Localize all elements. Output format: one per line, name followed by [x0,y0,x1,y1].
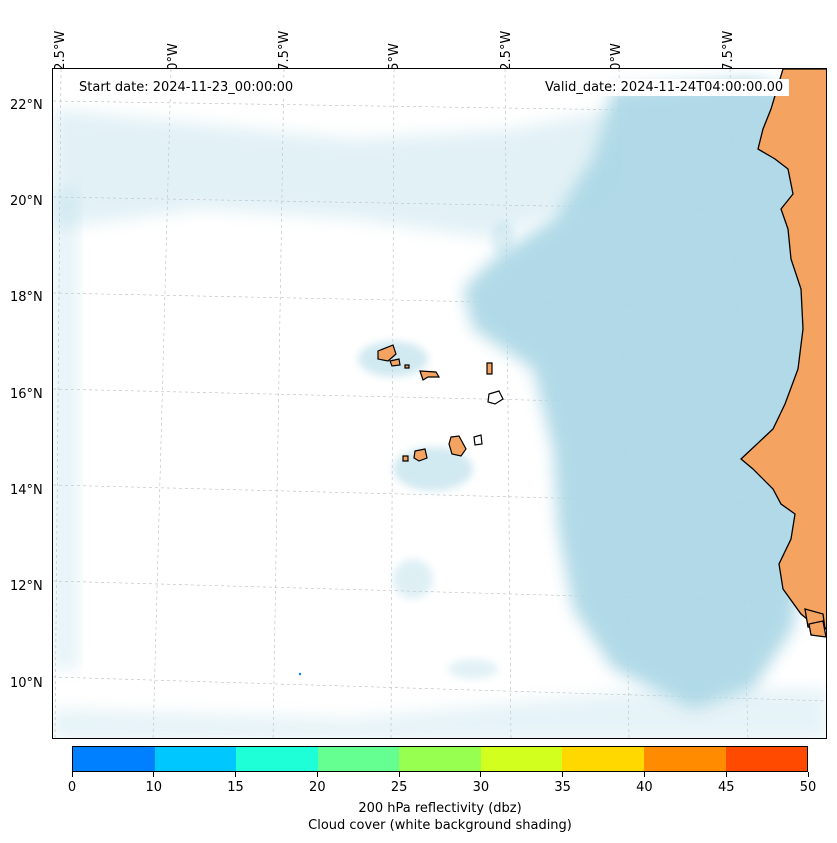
cloud-patch-center [393,559,433,599]
colorbar-segment-15-20 [236,747,318,771]
colorbar-tick [562,772,564,777]
lat-label-16n: 16°N [10,387,43,402]
cloud-west-edge [53,189,78,669]
colorbar-tick-label: 20 [309,780,326,795]
grid-lon-27-5w [272,69,285,738]
lat-label-10n: 10°N [10,676,43,691]
colorbar-tick [725,772,727,777]
grid-lon-30w [152,69,172,738]
island-sal [486,362,493,375]
colorbar-segment-40-45 [643,747,726,771]
colorbar-tick [480,772,482,777]
lat-label-12n: 12°N [10,579,43,594]
colorbar-label: 200 hPa reflectivity (dbz) [358,801,522,816]
colorbar-segment-45-50 [725,747,808,771]
cloud-patch-islands-ne [358,341,428,377]
island-maio-outline [473,434,483,446]
grid-lon-25w [390,69,395,738]
colorbar-tick-label: 25 [390,780,408,795]
grid-lon-22-5w [504,69,512,738]
reflectivity-echo [298,672,302,676]
cloud-mass-east [463,79,823,709]
cloud-band-south [53,689,826,738]
colorbar-segment-25-30 [399,747,481,771]
colorbar-tick [807,772,809,777]
colorbar-tick-label: 30 [472,780,490,795]
island-boa-vista-outline [487,390,504,405]
colorbar-tick [71,772,73,777]
colorbar-tick [235,772,237,777]
land-africa [740,69,826,638]
colorbar-tick [153,772,155,777]
colorbar-segment-10-15 [154,747,237,771]
map-frame: Start date: 2024-11-23_00:00:00 Valid_da… [52,68,827,739]
island-santiago [448,435,467,457]
colorbar-tick-label: 15 [227,780,244,795]
lat-label-18n: 18°N [10,290,43,305]
colorbar-tick-label: 50 [799,780,817,795]
island-santa-luzia [404,364,410,369]
bijagos-islands [808,620,826,638]
colorbar-tick-label: 40 [636,780,653,795]
colorbar-tick [316,772,318,777]
island-sao-vicente [389,358,401,367]
colorbar-segment-0-10 [73,747,155,771]
island-fogo [413,448,428,462]
colorbar-segment-30-35 [480,747,563,771]
island-brava [402,455,409,462]
lat-label-22n: 22°N [10,98,43,113]
valid-date-label: Valid_date: 2024-11-24T04:00:00.00 [539,79,790,96]
map-canvas [53,69,826,738]
colorbar-tick [398,772,400,777]
cape-verde-islands [377,344,504,462]
cloud-patch-south [448,659,498,679]
colorbar-tick-label: 10 [145,780,163,795]
cloud-patch-islands-sw [393,447,473,491]
cloud-cover-shading [53,79,826,738]
lat-label-20n: 20°N [10,194,43,209]
colorbar-tick-label: 35 [554,780,571,795]
colorbar-tick-label: 45 [717,780,735,795]
island-sao-nicolau [419,370,441,381]
reflectivity-colorbar [72,746,808,772]
colorbar-segment-35-40 [562,747,644,771]
cloud-patch-north [491,221,515,257]
lat-label-14n: 14°N [10,483,43,498]
island-santo-antao [377,344,397,362]
start-date-label: Start date: 2024-11-23_00:00:00 [73,79,300,96]
colorbar-tick-label: 0 [67,780,77,795]
colorbar-tick [643,772,645,777]
cloud-band-north [53,109,613,239]
colorbar-segment-20-25 [317,747,400,771]
west-africa-landmass [740,69,826,630]
colorbar-sublabel: Cloud cover (white background shading) [308,818,572,833]
